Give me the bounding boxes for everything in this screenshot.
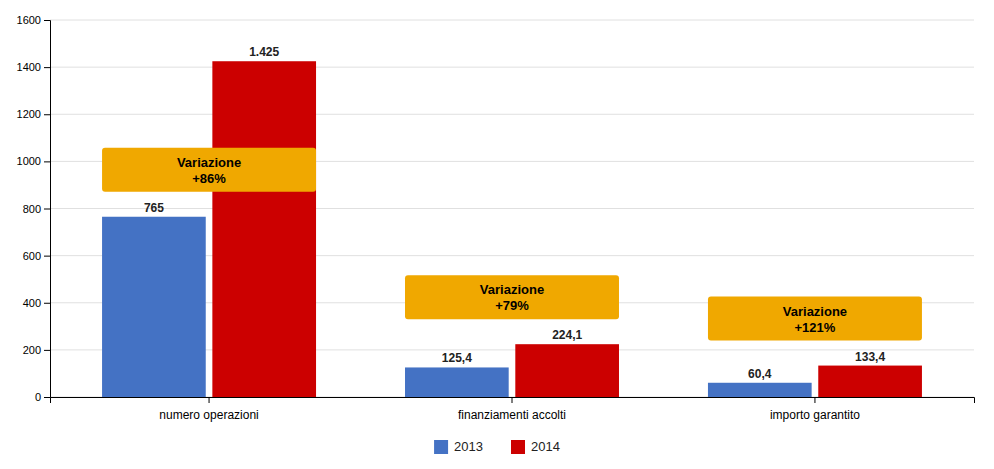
annotation-line: Variazione	[480, 282, 544, 297]
y-tick: 1400	[17, 61, 50, 73]
annotation-line: +79%	[495, 298, 529, 313]
y-tick-mark	[44, 161, 50, 162]
y-tick: 200	[23, 344, 50, 356]
y-tick-mark	[44, 67, 50, 68]
bar	[818, 366, 922, 397]
annotation: Variazione+79%	[480, 282, 544, 313]
y-tick-mark	[44, 20, 50, 21]
x-tick-mark	[814, 397, 815, 403]
y-tick-label: 0	[35, 391, 41, 403]
bar	[405, 367, 509, 397]
annotation-line: Variazione	[177, 155, 241, 170]
y-tick-label: 800	[23, 203, 41, 215]
y-tick: 400	[23, 297, 50, 309]
y-tick: 800	[23, 203, 50, 215]
x-axis-line	[51, 398, 975, 404]
annotation: Variazione+121%	[783, 304, 847, 335]
data-label: 60,4	[748, 367, 772, 381]
y-tick: 1200	[17, 108, 50, 120]
y-tick-label: 400	[23, 297, 41, 309]
bar	[102, 217, 206, 397]
y-tick-mark	[44, 114, 50, 115]
x-tick: numero operazioni	[159, 397, 258, 422]
grid	[50, 20, 974, 397]
x-tick: finanziamenti accolti	[458, 397, 566, 422]
annotation-line: +121%	[795, 320, 836, 335]
y-tick-mark	[44, 350, 50, 351]
y-axis-line	[44, 21, 51, 398]
x-tick-label: importo garantito	[770, 408, 860, 422]
y-tick-label: 1400	[17, 61, 41, 73]
y-tick-mark	[44, 397, 50, 398]
y-tick: 0	[35, 391, 50, 403]
y-tick-label: 600	[23, 250, 41, 262]
data-label: 125,4	[442, 351, 472, 365]
data-label: 1.425	[249, 45, 279, 59]
bar	[212, 61, 316, 397]
legend-item: 2014	[511, 439, 560, 454]
legend-swatch	[434, 440, 448, 454]
plot: 0 200 400 600 800 1000 1200 1400 1600 numero oper…	[17, 14, 975, 422]
y-tick: 1000	[17, 155, 50, 167]
annotation-box	[405, 275, 619, 319]
x-tick-mark	[512, 397, 513, 403]
y-tick-mark	[44, 209, 50, 210]
legend-label: 2014	[531, 439, 560, 454]
y-tick-label: 1000	[17, 155, 41, 167]
legend-item: 2013	[434, 439, 483, 454]
bar	[708, 383, 812, 397]
bar	[515, 344, 619, 397]
y-tick-label: 1600	[17, 14, 41, 26]
legend-swatch	[511, 440, 525, 454]
annotation-line: +86%	[192, 171, 226, 186]
y-tick-label: 1200	[17, 108, 41, 120]
y-tick: 600	[23, 250, 50, 262]
grid-line	[50, 208, 974, 209]
chart: 0 200 400 600 800 1000 1200 1400 1600 numero oper…	[0, 0, 994, 469]
y-axis: 0 200 400 600 800 1000 1200 1400 1600	[17, 14, 51, 403]
series	[212, 61, 922, 397]
annotation: Variazione+86%	[177, 155, 241, 186]
annotation-box	[708, 297, 922, 341]
data-label: 765	[144, 201, 164, 215]
y-tick: 1600	[17, 14, 50, 26]
y-tick-label: 200	[23, 344, 41, 356]
annotation-line: Variazione	[783, 304, 847, 319]
x-tick-label: finanziamenti accolti	[458, 408, 566, 422]
x-tick: importo garantito	[770, 397, 860, 422]
annotations: Variazione+86%Variazione+79%Variazione+1…	[102, 148, 922, 341]
y-tick-mark	[44, 256, 50, 257]
data-label: 224,1	[552, 328, 582, 342]
data-label: 133,4	[855, 350, 885, 364]
x-axis: numero operazioni finanziamenti accolti im…	[51, 397, 975, 422]
grid-line	[50, 114, 974, 115]
bars	[102, 61, 922, 397]
grid-line	[50, 67, 974, 68]
series	[102, 217, 812, 397]
x-tick-mark	[209, 397, 210, 403]
grid-line	[50, 20, 974, 21]
legend-label: 2013	[454, 439, 483, 454]
x-tick-label: numero operazioni	[159, 408, 258, 422]
legend: 2013 2014	[434, 439, 560, 454]
y-tick-mark	[44, 303, 50, 304]
annotation-box	[102, 148, 316, 192]
